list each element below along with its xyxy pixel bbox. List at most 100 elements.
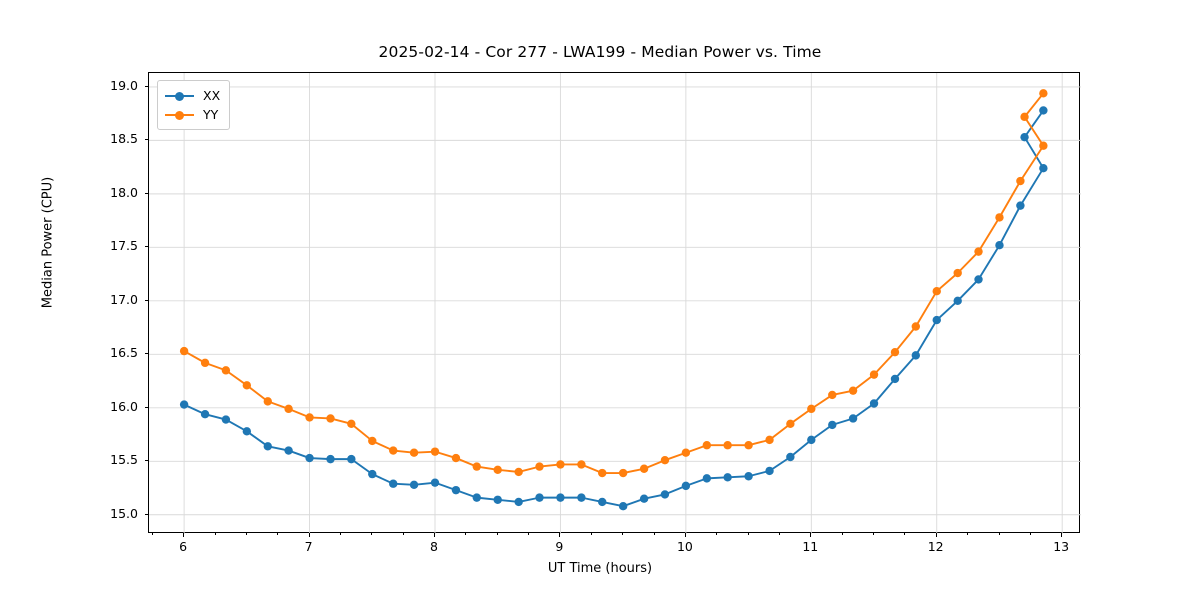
data-point <box>765 466 774 476</box>
y-tick-label: 15.5 <box>110 452 138 468</box>
data-point <box>848 386 858 395</box>
data-point <box>681 481 691 491</box>
legend-item-yy[interactable]: YY <box>165 105 220 124</box>
x-tick-label: 7 <box>304 539 313 554</box>
y-tick-label: 18.0 <box>110 184 138 200</box>
data-point <box>493 495 502 504</box>
data-point <box>953 296 962 306</box>
data-point <box>556 493 565 502</box>
data-point <box>514 497 523 507</box>
data-point <box>1039 106 1048 115</box>
data-point <box>828 390 837 400</box>
x-minor-tick-mark <box>465 533 467 535</box>
data-point <box>368 469 377 479</box>
data-point <box>828 420 837 430</box>
data-point <box>535 462 544 471</box>
data-point <box>932 287 941 296</box>
y-tick-label: 16.5 <box>110 345 138 361</box>
legend-label-yy: YY <box>203 107 219 122</box>
x-tick-label: 11 <box>802 539 819 554</box>
x-minor-tick-mark <box>1029 533 1031 535</box>
data-point <box>221 415 231 424</box>
data-point <box>347 419 356 429</box>
data-point <box>242 381 252 390</box>
x-tick-mark <box>684 533 686 537</box>
data-point <box>577 493 586 502</box>
data-point <box>702 441 712 450</box>
data-point <box>911 322 920 331</box>
data-point <box>702 474 712 483</box>
y-tick-label: 15.0 <box>110 505 138 521</box>
data-point <box>744 441 753 450</box>
data-point <box>389 446 398 455</box>
legend-label-xx: XX <box>203 88 221 103</box>
x-minor-tick-mark <box>339 533 341 535</box>
x-minor-tick-mark <box>402 533 404 535</box>
y-tick-mark <box>144 353 148 355</box>
data-point <box>347 454 356 464</box>
data-point <box>681 448 691 457</box>
x-tick-mark <box>810 533 812 537</box>
y-tick-mark <box>144 460 148 462</box>
data-point <box>1020 112 1029 122</box>
x-tick-label: 13 <box>1053 539 1070 554</box>
data-point <box>200 410 210 419</box>
data-point <box>1016 201 1025 210</box>
data-point <box>786 419 795 429</box>
data-point <box>639 464 649 473</box>
series-xx <box>179 106 1048 511</box>
data-point <box>598 497 607 507</box>
data-point <box>430 447 440 456</box>
data-point <box>807 404 816 414</box>
data-point <box>995 241 1004 250</box>
plot-svg <box>149 73 1081 534</box>
x-tick-label: 12 <box>927 539 944 554</box>
data-point <box>472 462 481 471</box>
data-point <box>1039 141 1048 150</box>
x-minor-tick-mark <box>779 533 780 535</box>
data-point <box>577 460 586 469</box>
legend-swatch-yy <box>165 108 194 122</box>
data-point <box>221 366 231 375</box>
x-minor-tick-mark <box>967 533 969 535</box>
y-tick-label: 16.0 <box>110 398 138 414</box>
data-point <box>179 346 189 356</box>
data-point <box>284 404 293 414</box>
data-point <box>472 493 481 502</box>
data-point <box>974 247 983 256</box>
data-point <box>932 315 941 325</box>
data-point <box>869 399 879 408</box>
data-point <box>263 442 272 451</box>
x-minor-tick-mark <box>245 533 247 535</box>
data-point <box>326 454 335 464</box>
legend-swatch-xx <box>165 89 194 103</box>
x-minor-tick-mark <box>371 533 373 535</box>
data-point <box>598 468 607 478</box>
x-tick-label: 9 <box>555 539 564 554</box>
data-point <box>409 448 419 457</box>
data-point <box>911 351 920 360</box>
data-point <box>807 435 816 445</box>
data-point <box>305 453 314 463</box>
data-point <box>200 358 210 368</box>
x-minor-tick-mark <box>841 533 843 535</box>
x-tick-mark <box>183 533 185 537</box>
data-point <box>305 413 314 422</box>
data-point <box>1016 176 1025 186</box>
x-tick-mark <box>935 533 937 537</box>
data-point <box>179 400 189 409</box>
plot-area <box>148 72 1081 534</box>
data-point <box>1039 163 1048 173</box>
data-point <box>1020 132 1029 142</box>
x-tick-mark <box>434 533 435 537</box>
data-point <box>493 465 502 475</box>
data-point <box>723 441 732 450</box>
x-minor-tick-mark <box>590 533 592 535</box>
x-tick-mark <box>308 533 310 537</box>
data-point <box>263 397 272 406</box>
data-point <box>786 452 795 462</box>
data-point <box>660 490 670 499</box>
data-point <box>326 414 335 423</box>
legend-item-xx[interactable]: XX <box>165 86 220 105</box>
